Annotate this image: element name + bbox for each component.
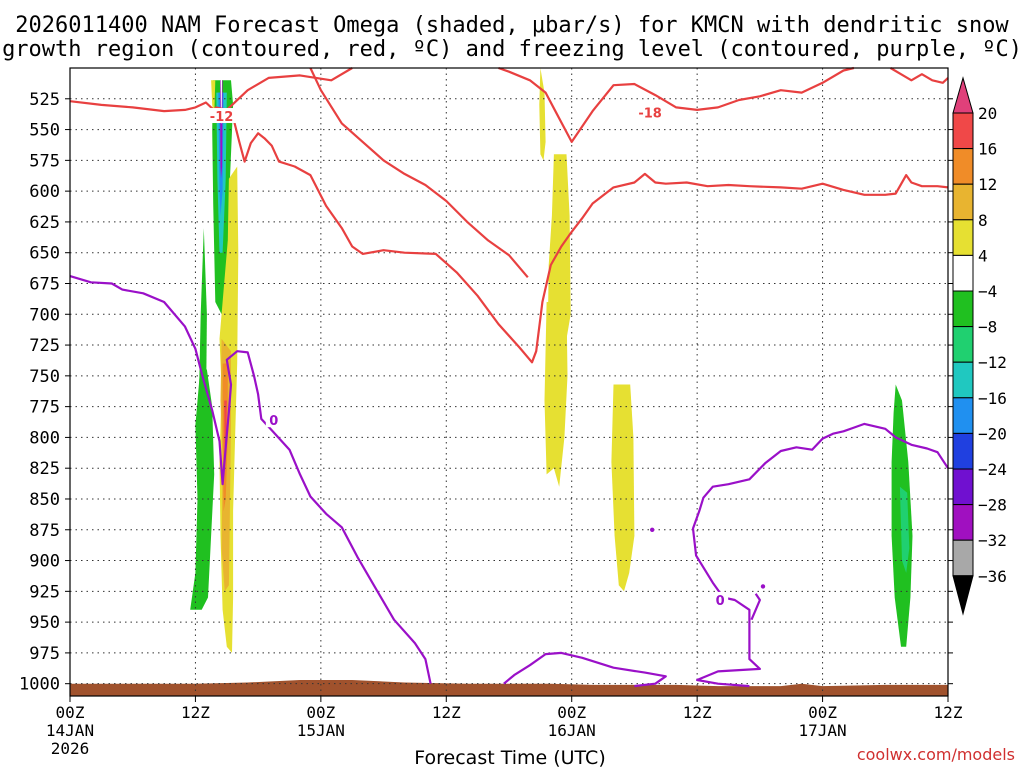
x-tick-label: 12Z	[683, 703, 712, 722]
colorbar-level-label: −28	[978, 496, 1007, 515]
y-tick-label: 525	[29, 90, 60, 110]
y-tick-label: 800	[29, 428, 60, 448]
plot-area: -18-18-120052555057560062565067570072575…	[19, 66, 963, 758]
x-tick-day: 16JAN	[548, 721, 596, 740]
freezing-contour-0	[69, 275, 432, 684]
colorbar-level-label: −8	[978, 318, 997, 337]
chart-title-line1: 2026011400 NAM Forecast Omega (shaded, μ…	[15, 13, 1009, 38]
dgz-contour-3-label-bg	[205, 108, 238, 124]
y-tick-label: 900	[29, 552, 60, 572]
y-tick-label: 775	[29, 398, 60, 418]
omega-shade-region-1	[198, 228, 207, 426]
freezing-dot-1	[760, 584, 766, 589]
colorbar-level-label: −20	[978, 424, 1007, 443]
colorbar-level-label: 4	[978, 246, 988, 265]
dgz-contour-4	[309, 67, 529, 279]
freezing-contour-2-label: 0	[716, 594, 725, 609]
colorbar-level-label: 16	[978, 140, 997, 159]
x-tick-day: 17JAN	[798, 721, 846, 740]
freezing-contour-1	[503, 651, 667, 688]
freezing-contour-2	[691, 422, 949, 688]
omega-shade-region-5	[220, 80, 223, 179]
colorbar-level-label: 8	[978, 211, 988, 230]
colorbar-box-1	[952, 112, 974, 150]
y-tick-label: 825	[29, 459, 60, 479]
colorbar-top-arrow	[952, 76, 974, 114]
freezing-dot-0	[649, 527, 655, 532]
x-tick-label: 00Z	[557, 703, 586, 722]
colorbar-box-11	[952, 468, 974, 506]
y-tick-label: 700	[29, 305, 60, 325]
colorbar-level-label: −12	[978, 353, 1007, 372]
colorbar-box-10	[952, 432, 974, 470]
y-tick-label: 750	[29, 367, 60, 387]
dgz-contour-0-label-bg	[634, 104, 667, 120]
colorbar-level-label: −16	[978, 389, 1007, 408]
colorbar-box-9	[952, 397, 974, 434]
freezing-contour-3	[750, 593, 762, 621]
x-tick-label: 12Z	[181, 703, 210, 722]
colorbar-bottom-arrow	[952, 575, 974, 616]
dgz-contour-1	[498, 66, 855, 143]
credit-label: coolwx.com/models	[857, 745, 1015, 764]
y-tick-label: 675	[29, 274, 60, 294]
colorbar-box-13	[952, 539, 974, 577]
dgz-contour-0-label: -18	[638, 106, 662, 121]
x-axis-title: Forecast Time (UTC)	[414, 747, 605, 768]
colorbar-box-4	[952, 219, 974, 256]
y-tick-label: 875	[29, 521, 60, 541]
x-tick-label: 00Z	[808, 703, 837, 722]
x-tick-day: 15JAN	[297, 721, 345, 740]
colorbar-level-label: −24	[978, 460, 1007, 479]
y-tick-label: 850	[29, 490, 60, 510]
colorbar-box-5	[952, 254, 974, 292]
omega-shade-region-0	[190, 363, 215, 610]
omega-shade-region-17	[899, 486, 910, 573]
omega-shade-region-15	[611, 384, 635, 592]
y-tick-label: 950	[29, 613, 60, 633]
x-tick-year: 2026	[51, 739, 90, 758]
y-tick-label: 600	[29, 182, 60, 202]
colorbar-box-3	[952, 183, 974, 221]
y-tick-label: 725	[29, 336, 60, 356]
chart-title-line2: growth region (contoured, red, ºC) and f…	[2, 37, 1022, 62]
freezing-contour-0-label: 0	[269, 414, 278, 429]
terrain-surface	[70, 680, 948, 696]
colorbar-box-6	[952, 290, 974, 328]
colorbar-level-label: −36	[978, 567, 1007, 586]
dgz-contour-0	[69, 67, 353, 114]
colorbar-level-label: −32	[978, 531, 1007, 550]
x-tick-label: 12Z	[934, 703, 963, 722]
freezing-contour-0-label-bg	[265, 412, 282, 428]
y-tick-label: 1000	[19, 675, 60, 695]
colorbar-level-label: 12	[978, 175, 997, 194]
x-tick-label: 12Z	[432, 703, 461, 722]
x-tick-label: 00Z	[306, 703, 335, 722]
dgz-contour-3-label: -12	[210, 110, 234, 125]
colorbar-level-label: −4	[978, 282, 997, 301]
omega-shade-region-14	[544, 302, 568, 487]
omega-colorbar: 20 16 12 8 4 −4 −8 −12 −16 −20 −24 −28 −32 −36	[952, 76, 1007, 616]
colorbar-level-label: 20	[978, 104, 997, 123]
colorbar-box-2	[952, 148, 974, 185]
y-tick-label: 550	[29, 121, 60, 141]
x-tick-day: 14JAN	[46, 721, 94, 740]
dgz-contour-2	[889, 67, 949, 84]
colorbar-box-7	[952, 326, 974, 363]
y-tick-label: 925	[29, 582, 60, 602]
omega-shade-region-13	[547, 154, 571, 339]
x-tick-label: 00Z	[56, 703, 85, 722]
y-tick-label: 575	[29, 151, 60, 171]
colorbar-box-8	[952, 361, 974, 399]
dgz-contour-3	[207, 106, 949, 364]
colorbar-box-12	[952, 504, 974, 541]
plot-frame	[69, 67, 949, 697]
y-tick-label: 625	[29, 213, 60, 233]
freezing-contour-2-label-bg	[712, 591, 729, 607]
y-tick-label: 975	[29, 644, 60, 664]
y-tick-label: 650	[29, 244, 60, 264]
